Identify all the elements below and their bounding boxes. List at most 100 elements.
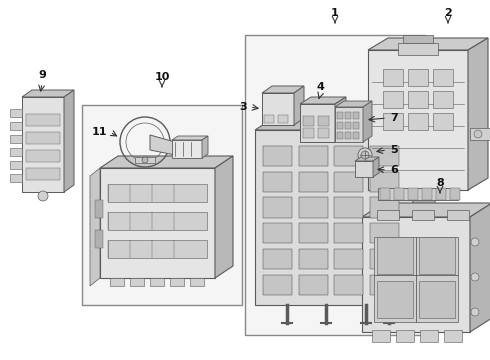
Bar — [369, 171, 398, 192]
Bar — [369, 275, 398, 295]
Bar — [263, 275, 292, 295]
Bar — [334, 197, 363, 217]
Bar — [408, 69, 428, 86]
Circle shape — [38, 191, 48, 201]
Polygon shape — [100, 156, 233, 168]
Bar — [374, 237, 458, 322]
Bar — [318, 116, 329, 126]
Circle shape — [471, 238, 479, 246]
Polygon shape — [255, 116, 435, 130]
Polygon shape — [335, 97, 346, 142]
Bar — [412, 210, 434, 220]
Bar — [398, 43, 438, 55]
Circle shape — [471, 308, 479, 316]
Bar — [383, 113, 403, 130]
Bar — [95, 230, 103, 248]
Bar — [444, 330, 462, 342]
Bar — [10, 109, 22, 117]
Bar — [383, 69, 403, 86]
Bar — [377, 237, 413, 274]
Bar — [334, 223, 363, 243]
Bar — [108, 212, 207, 230]
Bar — [110, 278, 124, 286]
Bar — [408, 91, 428, 108]
Bar — [433, 113, 453, 130]
Circle shape — [142, 157, 148, 163]
Polygon shape — [362, 203, 490, 217]
Bar — [345, 112, 351, 119]
Bar — [355, 161, 373, 177]
Bar — [408, 113, 428, 130]
Bar — [172, 140, 202, 158]
Text: 2: 2 — [444, 8, 452, 18]
Bar — [377, 210, 399, 220]
Bar — [378, 188, 458, 200]
Polygon shape — [355, 157, 379, 161]
Bar — [298, 146, 328, 166]
Text: 8: 8 — [436, 178, 444, 188]
Bar — [10, 135, 22, 143]
Bar — [298, 223, 328, 243]
Text: 1: 1 — [331, 8, 339, 18]
Text: 7: 7 — [390, 113, 398, 123]
Polygon shape — [368, 38, 488, 50]
Bar — [422, 188, 432, 200]
Bar — [337, 122, 343, 129]
Polygon shape — [470, 203, 490, 332]
Bar — [334, 275, 363, 295]
Bar — [318, 128, 329, 138]
Bar — [394, 188, 404, 200]
Bar — [303, 128, 314, 138]
Bar — [433, 69, 453, 86]
Circle shape — [471, 273, 479, 281]
Polygon shape — [90, 168, 100, 286]
Polygon shape — [262, 86, 304, 93]
Bar — [264, 115, 274, 123]
Polygon shape — [64, 90, 74, 192]
Bar — [82, 105, 242, 305]
Bar — [108, 184, 207, 202]
Bar — [300, 104, 335, 142]
Bar — [337, 132, 343, 139]
Bar — [369, 146, 398, 166]
Text: 9: 9 — [38, 70, 46, 80]
Polygon shape — [255, 130, 413, 305]
Bar — [95, 200, 103, 218]
Bar — [419, 281, 455, 318]
Bar — [380, 188, 390, 200]
Bar — [362, 217, 470, 332]
Polygon shape — [22, 90, 74, 97]
Bar — [100, 168, 215, 278]
Bar — [419, 237, 455, 274]
Bar — [263, 171, 292, 192]
Bar — [353, 122, 359, 129]
Bar — [26, 150, 60, 162]
Bar — [263, 146, 292, 166]
Bar — [170, 278, 184, 286]
Bar — [433, 91, 453, 108]
Polygon shape — [202, 136, 208, 158]
Bar — [369, 223, 398, 243]
Bar — [26, 132, 60, 144]
Polygon shape — [150, 135, 185, 155]
Bar — [396, 330, 414, 342]
Bar — [335, 107, 363, 142]
Bar — [470, 128, 490, 140]
Bar — [369, 197, 398, 217]
Bar — [345, 122, 351, 129]
Bar — [368, 50, 468, 190]
Circle shape — [474, 130, 482, 138]
Bar — [298, 275, 328, 295]
Bar — [345, 132, 351, 139]
Bar — [298, 197, 328, 217]
Polygon shape — [468, 38, 488, 190]
Polygon shape — [215, 156, 233, 278]
Circle shape — [361, 151, 369, 159]
Polygon shape — [335, 101, 372, 107]
Bar — [447, 210, 469, 220]
Bar — [450, 188, 460, 200]
Bar — [263, 249, 292, 269]
Text: 3: 3 — [240, 102, 247, 112]
Bar — [10, 174, 22, 182]
Bar — [150, 278, 164, 286]
